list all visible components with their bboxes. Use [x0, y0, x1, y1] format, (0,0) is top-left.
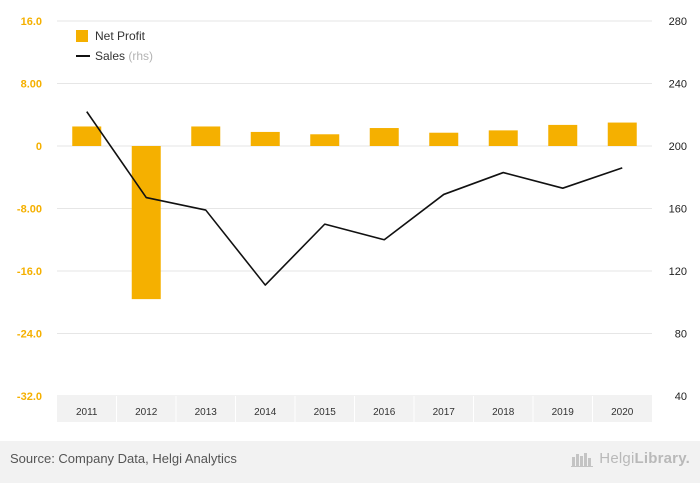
- legend: Net Profit Sales (rhs): [76, 26, 153, 66]
- x-tick-label: 2011: [76, 407, 98, 418]
- bar-net-profit: [369, 128, 399, 146]
- y-left-tick-label: 8.00: [21, 79, 42, 91]
- y-right-tick-label: 280: [669, 16, 687, 28]
- x-tick-label: 2015: [314, 407, 337, 418]
- bar-net-profit: [191, 126, 221, 146]
- source-note: Source: Company Data, Helgi Analytics: [10, 451, 237, 466]
- y-left-tick-label: -32.0: [17, 391, 42, 403]
- logo-text-bold: Library.: [634, 450, 690, 467]
- combo-chart: 16.0 8.00 0 -8.00 -16.0 -24.0 -32.0 280 240 200 16…: [17, 16, 687, 422]
- x-tick-label: 2018: [492, 407, 515, 418]
- legend-swatch-net-profit: [76, 30, 88, 42]
- x-tick-label: 2016: [373, 407, 396, 418]
- x-tick-label: 2014: [254, 407, 277, 418]
- bar-net-profit: [250, 131, 280, 146]
- bar-net-profit: [607, 122, 637, 146]
- bar-net-profit: [72, 126, 102, 146]
- y-left-tick-label: -16.0: [17, 266, 42, 278]
- x-tick-label: 2020: [611, 407, 634, 418]
- y-right-tick-label: 40: [675, 391, 687, 403]
- bar-net-profit: [488, 130, 518, 146]
- y-left-tick-label: -24.0: [17, 329, 42, 341]
- bar-net-profit: [131, 146, 161, 300]
- library-books-icon: [571, 452, 594, 467]
- helgi-library-logo: Helgi Library.: [571, 450, 690, 467]
- y-right-tick-label: 160: [669, 204, 687, 216]
- logo-text-regular: Helgi: [599, 450, 635, 467]
- y-left-tick-label: 16.0: [21, 16, 42, 28]
- bar-net-profit: [310, 134, 340, 146]
- bar-net-profit: [548, 124, 578, 146]
- y-left-tick-label: -8.00: [17, 204, 42, 216]
- x-tick-label: 2013: [195, 407, 218, 418]
- y-right-tick-label: 120: [669, 266, 687, 278]
- y-right-tick-label: 200: [669, 141, 687, 153]
- legend-unit-sales: (rhs): [128, 49, 154, 63]
- legend-item-sales: Sales (rhs): [76, 46, 153, 66]
- y-left-tick-label: 0: [36, 141, 42, 153]
- x-tick-label: 2017: [433, 407, 456, 418]
- legend-swatch-sales: [76, 55, 90, 57]
- legend-label-net-profit: Net Profit: [95, 29, 146, 43]
- y-right-tick-label: 240: [669, 79, 687, 91]
- footer: Source: Company Data, Helgi Analytics He…: [0, 441, 700, 483]
- legend-item-net-profit: Net Profit: [76, 26, 153, 46]
- line-sales: [86, 111, 623, 286]
- legend-label-sales: Sales: [95, 49, 126, 63]
- bar-net-profit: [429, 132, 459, 146]
- x-tick-label: 2019: [552, 407, 575, 418]
- y-right-tick-label: 80: [675, 329, 687, 341]
- x-tick-label: 2012: [135, 407, 158, 418]
